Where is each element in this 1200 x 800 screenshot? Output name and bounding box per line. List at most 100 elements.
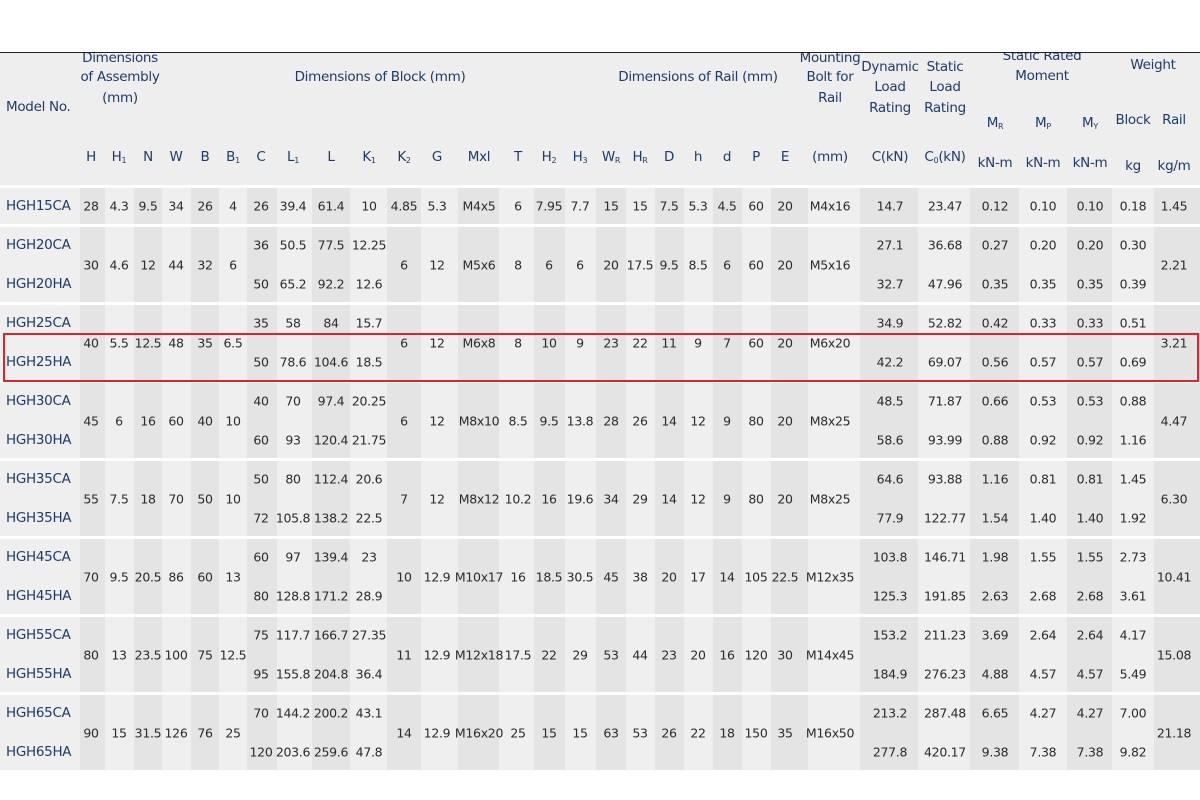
- cell: 97.4: [317, 393, 345, 409]
- shared-cell: 9: [723, 413, 731, 428]
- shared-cell: 12: [429, 491, 445, 506]
- shared-cell: M6x8: [462, 335, 496, 350]
- shared-cell: M6x20: [809, 335, 851, 350]
- cell: 35: [253, 315, 269, 331]
- col-stripe: [1153, 539, 1200, 614]
- col-stripe: [1153, 227, 1200, 302]
- col-stripe: [712, 695, 742, 770]
- shared-cell: 20: [777, 491, 793, 506]
- shared-cell: 16: [510, 569, 526, 584]
- header-model: Model No.: [6, 99, 71, 115]
- cell: 10: [361, 198, 377, 214]
- cell: 7.38: [1029, 744, 1057, 760]
- col-stripe: [533, 383, 565, 458]
- label-part: K: [397, 149, 406, 165]
- shared-cell: 16: [541, 491, 557, 506]
- unit: kN-m: [1025, 155, 1061, 171]
- label-part: 3: [582, 156, 588, 165]
- cell: 40: [253, 393, 269, 409]
- header-static: Static: [926, 59, 964, 75]
- shared-cell: 20: [777, 257, 793, 272]
- shared-cell: 55: [83, 491, 99, 506]
- shared-cell: 14: [661, 491, 677, 506]
- cell: 200.2: [313, 705, 349, 721]
- unit: kg/m: [1157, 158, 1191, 174]
- label-part: W: [169, 149, 183, 165]
- col-stripe: [654, 617, 684, 692]
- shared-cell: M8x25: [809, 413, 851, 428]
- cell: 0.57: [1076, 354, 1104, 370]
- label-part: H: [541, 149, 552, 165]
- header-rail: Dimensions of Rail (mm): [618, 69, 778, 85]
- label-part: C: [256, 149, 266, 165]
- cell: 0.35: [1076, 276, 1104, 292]
- cell: 0.39: [1119, 276, 1147, 292]
- shared-cell: 12: [690, 491, 706, 506]
- shared-cell: 26: [632, 413, 648, 428]
- highlight-box: [3, 333, 1199, 382]
- shared-cell: 6: [723, 257, 731, 272]
- shared-cell: 4.3: [109, 198, 129, 214]
- cell: 7.38: [1076, 744, 1104, 760]
- shared-cell: 6: [400, 413, 408, 428]
- shared-cell: 6: [400, 335, 408, 350]
- col-stripe: [458, 695, 499, 770]
- col-stripe: [458, 305, 499, 380]
- col-stripe: [247, 617, 277, 692]
- col-stripe: [654, 305, 684, 380]
- col-stripe: [533, 188, 565, 224]
- cell: 15.7: [355, 315, 383, 331]
- model-no: HGH30HA: [6, 432, 72, 448]
- col-stripe: [190, 695, 219, 770]
- shared-cell: 6: [576, 257, 584, 272]
- shared-cell: 53: [632, 725, 648, 740]
- header-weight: Weight: [1130, 57, 1176, 73]
- label-part: B: [200, 149, 210, 165]
- cell: 26: [253, 198, 269, 214]
- cell: 125.3: [872, 588, 908, 604]
- shared-cell: 22.5: [771, 569, 799, 584]
- shared-cell: M4x5: [462, 198, 496, 214]
- shared-cell: 15: [603, 198, 619, 214]
- col-stripe: [190, 227, 219, 302]
- col-stripe: [654, 227, 684, 302]
- col-stripe: [654, 695, 684, 770]
- shared-cell: 8.5: [508, 413, 528, 428]
- shared-cell: 126: [164, 725, 188, 740]
- header-bg: [0, 53, 1200, 185]
- cell: 65.2: [279, 276, 307, 292]
- shared-cell: 10: [396, 569, 412, 584]
- shared-cell: 38: [632, 569, 648, 584]
- col-stripe: [247, 383, 277, 458]
- shared-cell: 80: [83, 647, 99, 662]
- col-stripe: [595, 383, 626, 458]
- header-assembly: (mm): [102, 90, 138, 106]
- cell: 12.6: [355, 276, 383, 292]
- header-static: Load: [929, 79, 961, 95]
- column-header: W: [169, 149, 182, 165]
- cell: 0.35: [981, 276, 1009, 292]
- shared-cell: 90: [83, 725, 99, 740]
- cell: 0.18: [1119, 198, 1147, 214]
- cell: 1.54: [981, 510, 1009, 526]
- col-stripe: [247, 461, 277, 536]
- col-stripe: [80, 188, 105, 224]
- cell: 50.5: [279, 237, 307, 253]
- cell: 120.4: [313, 432, 349, 448]
- shared-cell: 10.2: [504, 491, 532, 506]
- cell: 4.88: [981, 666, 1009, 682]
- shared-cell: 28: [603, 413, 619, 428]
- cell: 9.82: [1119, 744, 1147, 760]
- shared-cell: 29: [572, 647, 588, 662]
- column-header: B1: [226, 149, 240, 165]
- cell: 95: [253, 666, 269, 682]
- cell: 36.68: [927, 237, 963, 253]
- cell: 0.12: [981, 198, 1009, 214]
- col-stripe: [386, 461, 421, 536]
- label-part: 1: [370, 156, 376, 165]
- cell: 4.17: [1119, 627, 1147, 643]
- shared-cell: M14x45: [805, 647, 855, 662]
- shared-cell: 80: [748, 413, 764, 428]
- cell: 128.8: [275, 588, 311, 604]
- shared-cell: 34: [603, 491, 619, 506]
